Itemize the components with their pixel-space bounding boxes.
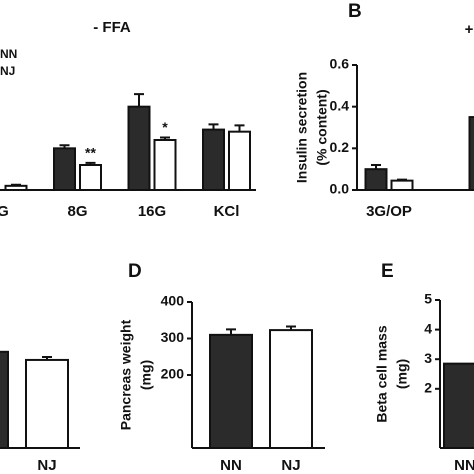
panel-label: E (381, 261, 394, 282)
significance: ** (85, 145, 96, 161)
panel-label: B (348, 1, 362, 22)
bar (468, 116, 474, 191)
panel: NJ (0, 350, 80, 474)
y-axis-label: Pancreas weight (118, 319, 134, 430)
y-axis-label: (mg) (394, 359, 410, 389)
bar (153, 139, 177, 191)
x-tick-label: 3G/OP (366, 203, 412, 220)
error-bar (234, 124, 245, 132)
bar (0, 350, 9, 449)
bar (79, 164, 102, 191)
bar (4, 184, 28, 191)
error-bar (160, 136, 170, 140)
error-bar (397, 178, 407, 181)
y-axis-label: Insulin secretion (294, 72, 310, 183)
y-tick-label: 0.2 (330, 139, 350, 155)
error-bar (11, 183, 21, 186)
y-axis-label: (mg) (138, 360, 154, 390)
error-bar (85, 161, 96, 165)
y-tick-label: 400 (161, 293, 185, 309)
error-bar (134, 93, 144, 107)
y-tick-label: 300 (161, 329, 185, 345)
error-bar (286, 325, 296, 331)
y-tick-label: 0.0 (330, 181, 350, 197)
panel: 0.0 0.2 0.4 0.6 + B Insulin secretion (% conten… (294, 1, 474, 220)
bar (53, 147, 76, 191)
bar (269, 329, 313, 450)
error-bar (42, 355, 52, 360)
panel-label: D (128, 261, 142, 282)
x-tick-label: NJ (281, 457, 300, 474)
bar (25, 358, 69, 449)
bar (364, 168, 388, 192)
error-bar (371, 164, 381, 170)
y-tick-label: 4 (424, 320, 432, 336)
y-tick-label: 2 (424, 380, 432, 396)
x-tick-label: KCl (214, 203, 240, 220)
x-tick-label: NN (220, 457, 242, 474)
bar (228, 130, 251, 192)
bar (209, 333, 253, 450)
x-tick-label: 8G (67, 203, 87, 220)
x-tick-label: NN (454, 457, 474, 474)
y-tick-label: 200 (161, 366, 185, 382)
bar (390, 179, 414, 191)
chart-title: - FFA (93, 19, 131, 36)
y-tick-label: 3 (424, 350, 432, 366)
bar (443, 362, 474, 450)
significance: * (162, 119, 168, 135)
x-tick-label: 16G (138, 203, 166, 220)
legend-label: NJ (0, 64, 15, 78)
error-bar (59, 144, 70, 149)
y-tick-label: 0.4 (330, 97, 350, 113)
bar (127, 105, 151, 191)
error-bar (226, 328, 236, 335)
panel: 200 300 400 D Pancreas weight (mg) NN NJ (118, 261, 325, 474)
panel: 2 3 4 5 E Beta cell mass (mg) NN (374, 261, 474, 474)
legend-label: NN (0, 47, 17, 61)
y-tick-label: 0.6 (330, 56, 350, 72)
y-axis-label: (% content) (314, 89, 330, 165)
y-tick-label: 5 (424, 291, 432, 307)
bar (202, 128, 225, 191)
error-bar (208, 123, 219, 130)
chart-title: + (465, 21, 474, 38)
x-tick-label: NJ (37, 457, 56, 474)
x-tick-label: G (0, 203, 9, 220)
y-axis-label: Beta cell mass (374, 325, 390, 422)
